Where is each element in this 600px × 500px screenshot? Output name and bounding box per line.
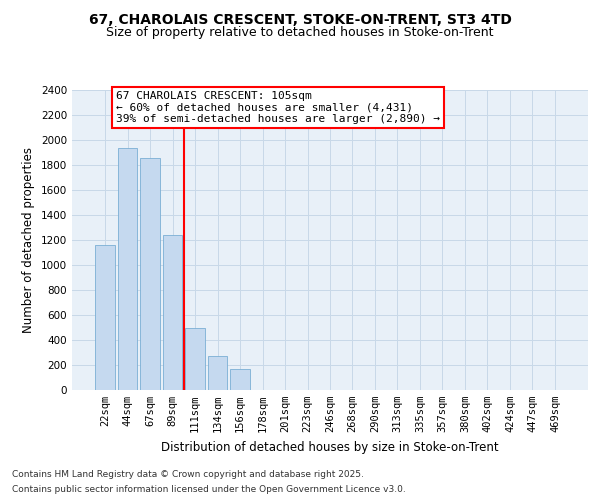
Bar	[163, 235, 182, 390]
Text: Size of property relative to detached houses in Stoke-on-Trent: Size of property relative to detached ho…	[106, 26, 494, 39]
Text: 67, CHAROLAIS CRESCENT, STOKE-ON-TRENT, ST3 4TD: 67, CHAROLAIS CRESCENT, STOKE-ON-TRENT, …	[89, 12, 511, 26]
Bar	[118, 148, 137, 390]
Bar	[140, 158, 160, 390]
Bar	[230, 369, 250, 390]
Text: Contains public sector information licensed under the Open Government Licence v3: Contains public sector information licen…	[12, 485, 406, 494]
Bar	[95, 245, 115, 390]
Y-axis label: Number of detached properties: Number of detached properties	[22, 147, 35, 333]
Bar	[208, 356, 227, 390]
Text: Contains HM Land Registry data © Crown copyright and database right 2025.: Contains HM Land Registry data © Crown c…	[12, 470, 364, 479]
Bar	[185, 328, 205, 390]
Text: 67 CHAROLAIS CRESCENT: 105sqm
← 60% of detached houses are smaller (4,431)
39% o: 67 CHAROLAIS CRESCENT: 105sqm ← 60% of d…	[116, 90, 440, 124]
X-axis label: Distribution of detached houses by size in Stoke-on-Trent: Distribution of detached houses by size …	[161, 440, 499, 454]
